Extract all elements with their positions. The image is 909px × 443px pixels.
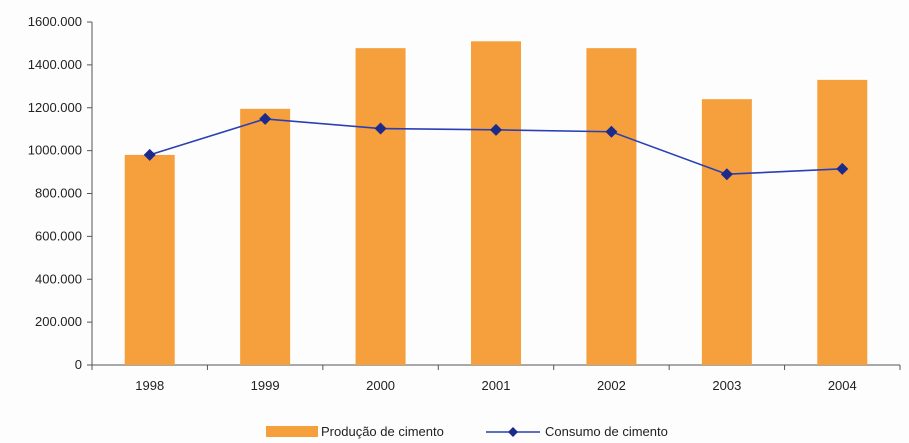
- bar-producao: [586, 48, 637, 366]
- x-tick-label: 2002: [597, 378, 626, 393]
- x-tick-label: 1998: [135, 378, 164, 393]
- point-consumo: [374, 122, 387, 135]
- bars-layer: [124, 41, 868, 366]
- y-tick-label: 600.000: [35, 228, 82, 243]
- y-tick-label: 200.000: [35, 314, 82, 329]
- x-tick-label: 2000: [366, 378, 395, 393]
- y-tick-label: 1000.000: [28, 143, 82, 158]
- point-consumo: [143, 148, 156, 161]
- y-tick-label: 0: [75, 357, 82, 372]
- y-tick-label: 1600.000: [28, 14, 82, 29]
- y-tick-label: 400.000: [35, 271, 82, 286]
- y-tick-label: 1200.000: [28, 100, 82, 115]
- bar-producao: [355, 48, 406, 366]
- bar-producao: [817, 79, 868, 365]
- x-tick-labels: 1998 1999 2000 2001 2002 2003 2004: [135, 378, 856, 393]
- point-consumo: [490, 123, 502, 136]
- bar-producao: [124, 154, 175, 365]
- point-consumo: [605, 125, 618, 138]
- bar-producao: [701, 99, 752, 366]
- legend-swatch-producao: [266, 426, 318, 437]
- point-consumo: [836, 162, 849, 175]
- legend-label-consumo: Consumo de cimento: [545, 424, 668, 439]
- legend-swatch-consumo-marker: [508, 427, 518, 437]
- legend: Produção de cimento Consumo de cimento: [266, 424, 668, 439]
- legend-label-producao: Produção de cimento: [321, 424, 444, 439]
- y-tick-labels: 0 200.000 400.000 600.000 800.000 1000.000 120…: [28, 14, 82, 372]
- line-layer: [143, 112, 849, 181]
- point-consumo: [259, 112, 272, 125]
- bar-producao: [240, 108, 291, 366]
- y-tick-label: 1400.000: [28, 57, 82, 72]
- bar-producao: [471, 41, 521, 365]
- point-consumo: [720, 168, 733, 181]
- y-tick-label: 800.000: [35, 186, 82, 201]
- x-tick-label: 2003: [712, 378, 741, 393]
- x-tick-label: 2001: [482, 378, 511, 393]
- x-tick-label: 1999: [251, 378, 280, 393]
- x-tick-label: 2004: [828, 378, 857, 393]
